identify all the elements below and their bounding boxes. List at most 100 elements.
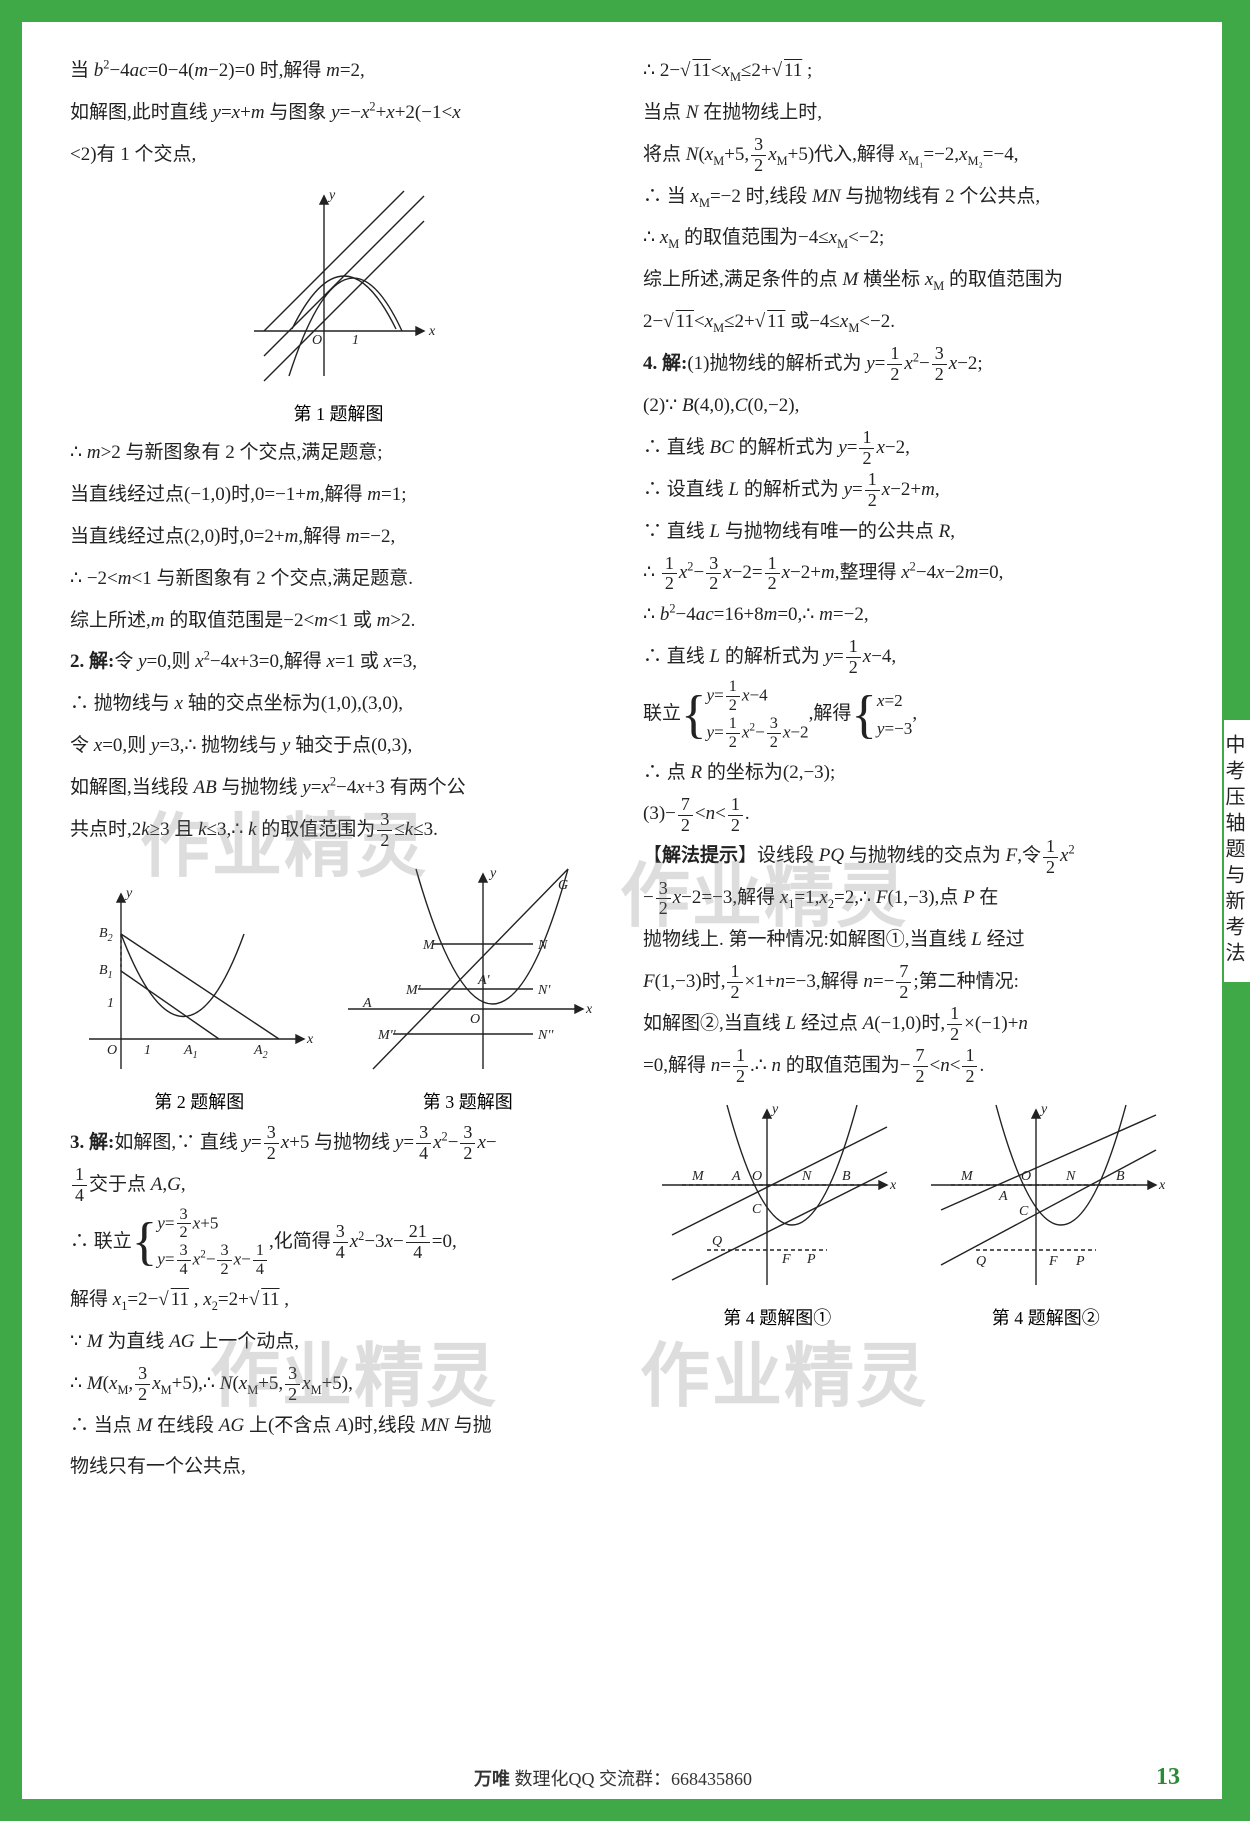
text-line: ∴ −2<m<1 与新图象有 2 个交点,满足题意. xyxy=(70,558,607,600)
text-line: ∴ 点 R 的坐标为(2,−3); xyxy=(643,752,1180,794)
text-line: 当 b2−4ac=0−4(m−2)=0 时,解得 m=2, xyxy=(70,50,607,92)
footer-text: 万唯 数理化QQ 交流群：668435860 xyxy=(70,1765,1156,1791)
text-line: ∴ xM 的取值范围为−4≤xM<−2; xyxy=(643,217,1180,259)
left-column: 当 b2−4ac=0−4(m−2)=0 时,解得 m=2, 如解图,此时直线 y… xyxy=(70,50,607,1488)
svg-text:A1: A1 xyxy=(183,1043,198,1061)
side-tab: 中考压轴题与新考法 xyxy=(1222,720,1250,982)
text-line: 当直线经过点(−1,0)时,0=−1+m,解得 m=1; xyxy=(70,474,607,516)
svg-text:y: y xyxy=(124,886,133,901)
text-line: 解得 x1=2−√11 , x2=2+√11 , xyxy=(70,1279,607,1321)
problem-4: 4. 解:(1)抛物线的解析式为 y=12x2−32x−2; xyxy=(643,343,1180,385)
text-line: −32x−2=−3,解得 x1=1,x2=2,∴ F(1,−3),点 P 在 xyxy=(643,877,1180,919)
svg-text:y: y xyxy=(1039,1102,1048,1117)
svg-text:P: P xyxy=(1075,1254,1085,1269)
text-line: 如解图②,当直线 L 经过点 A(−1,0)时,12×(−1)+n xyxy=(643,1003,1180,1045)
text-line: ∴ M(xM,32xM+5),∴ N(xM+5,32xM+5), xyxy=(70,1363,607,1405)
text-line: =0,解得 n=12.∴ n 的取值范围为−72<n<12. xyxy=(643,1045,1180,1087)
svg-text:x: x xyxy=(1158,1178,1166,1193)
svg-text:C: C xyxy=(752,1202,762,1217)
svg-text:B2: B2 xyxy=(99,926,113,944)
text-line: F(1,−3)时,12×1+n=−3,解得 n=−72;第二种情况: xyxy=(643,961,1180,1003)
svg-text:x: x xyxy=(428,324,436,339)
svg-text:y: y xyxy=(327,188,336,203)
footer: 万唯 数理化QQ 交流群：668435860 13 xyxy=(70,1764,1180,1791)
text-line: ∴ 2−√11<xM≤2+√11 ; xyxy=(643,50,1180,92)
svg-text:y: y xyxy=(488,866,497,881)
figure-4b-caption: 第 4 题解图② xyxy=(921,1304,1171,1330)
text-line: 物线只有一个公共点, xyxy=(70,1446,607,1488)
text-line: ∴ 联立{y=32x+5y=34x2−32x−14,化简得34x2−3x−214… xyxy=(70,1206,607,1280)
svg-text:O: O xyxy=(312,333,322,348)
text-line: 【解法提示】设线段 PQ 与抛物线的交点为 F,令12x2 xyxy=(643,835,1180,877)
svg-text:A: A xyxy=(731,1169,741,1184)
svg-text:x: x xyxy=(306,1032,314,1047)
text-line: 当直线经过点(2,0)时,0=2+m,解得 m=−2, xyxy=(70,516,607,558)
text-line: ∴ 抛物线与 x 轴的交点坐标为(1,0),(3,0), xyxy=(70,683,607,725)
text-line: 当点 N 在抛物线上时, xyxy=(643,92,1180,134)
svg-text:O: O xyxy=(470,1012,480,1027)
page-content: 当 b2−4ac=0−4(m−2)=0 时,解得 m=2, 如解图,此时直线 y… xyxy=(70,50,1180,1488)
svg-text:F: F xyxy=(1048,1254,1058,1269)
svg-text:G: G xyxy=(558,878,568,893)
text-line: 14交于点 A,G, xyxy=(70,1164,607,1206)
figure-4a-caption: 第 4 题解图① xyxy=(652,1304,902,1330)
figure-row-2-3: x y O B2 B1 1 1 A1 A2 第 2 题解图 xyxy=(70,859,607,1114)
svg-text:M': M' xyxy=(405,983,422,998)
text-line: ∵ 直线 L 与抛物线有唯一的公共点 R, xyxy=(643,511,1180,553)
text-line: ∴ 直线 L 的解析式为 y=12x−4, xyxy=(643,636,1180,678)
svg-text:Q: Q xyxy=(712,1234,722,1249)
text-line: 将点 N(xM+5,32xM+5)代入,解得 xM₁=−2,xM₂=−4, xyxy=(643,134,1180,176)
figure-1-caption: 第 1 题解图 xyxy=(70,400,607,426)
svg-text:M: M xyxy=(960,1169,974,1184)
text-line: ∵ M 为直线 AG 上一个动点, xyxy=(70,1321,607,1363)
text-line: 综上所述,满足条件的点 M 横坐标 xM 的取值范围为 xyxy=(643,259,1180,301)
text-line: 如解图,当线段 AB 与抛物线 y=x2−4x+3 有两个公 xyxy=(70,767,607,809)
text-line: 如解图,此时直线 y=x+m 与图象 y=−x2+x+2(−1<x xyxy=(70,92,607,134)
text-line: 2−√11<xM≤2+√11 或−4≤xM<−2. xyxy=(643,301,1180,343)
figure-3-caption: 第 3 题解图 xyxy=(338,1088,598,1114)
svg-text:Q: Q xyxy=(976,1254,986,1269)
svg-text:M: M xyxy=(422,938,436,953)
text-line: <2)有 1 个交点, xyxy=(70,134,607,176)
svg-text:A2: A2 xyxy=(253,1043,268,1061)
svg-text:P: P xyxy=(806,1252,816,1267)
svg-text:N: N xyxy=(537,938,548,953)
svg-text:A: A xyxy=(362,996,372,1011)
text-line: (3)−72<n<12. xyxy=(643,793,1180,835)
text-line: 综上所述,m 的取值范围是−2<m<1 或 m>2. xyxy=(70,600,607,642)
svg-text:B: B xyxy=(1116,1169,1125,1184)
svg-text:A': A' xyxy=(477,973,491,988)
svg-text:C: C xyxy=(1019,1204,1029,1219)
svg-text:N'': N'' xyxy=(537,1028,554,1043)
svg-text:1: 1 xyxy=(352,333,359,348)
text-line: ∴ 12x2−32x−2=12x−2+m,整理得 x2−4x−2m=0, xyxy=(643,552,1180,594)
text-line: ∴ b2−4ac=16+8m=0,∴ m=−2, xyxy=(643,594,1180,636)
text-line: ∴ 设直线 L 的解析式为 y=12x−2+m, xyxy=(643,469,1180,511)
svg-text:x: x xyxy=(889,1178,897,1193)
text-line: ∴ 当 xM=−2 时,线段 MN 与抛物线有 2 个公共点, xyxy=(643,176,1180,218)
text-line: 共点时,2k≥3 且 k≤3,∴ k 的取值范围为32≤k≤3. xyxy=(70,809,607,851)
svg-text:M'': M'' xyxy=(377,1028,397,1043)
figure-row-4: xy O MANB QCFP 第 4 题解图① xy O xyxy=(643,1095,1180,1330)
text-line: (2)∵ B(4,0),C(0,−2), xyxy=(643,385,1180,427)
figure-1: x y O 1 第 1 题解图 xyxy=(70,181,607,426)
text-line: ∴ 当点 M 在线段 AG 上(不含点 A)时,线段 MN 与抛 xyxy=(70,1405,607,1447)
svg-text:F: F xyxy=(781,1252,791,1267)
svg-text:B1: B1 xyxy=(99,963,113,981)
text-line: 令 x=0,则 y=3,∴ 抛物线与 y 轴交于点(0,3), xyxy=(70,725,607,767)
right-column: ∴ 2−√11<xM≤2+√11 ; 当点 N 在抛物线上时, 将点 N(xM+… xyxy=(643,50,1180,1488)
svg-text:y: y xyxy=(770,1102,779,1117)
svg-text:1: 1 xyxy=(107,996,114,1011)
svg-text:x: x xyxy=(585,1002,593,1017)
svg-text:N: N xyxy=(801,1169,812,1184)
svg-text:M: M xyxy=(691,1169,705,1184)
text-line: ∴ 直线 BC 的解析式为 y=12x−2, xyxy=(643,427,1180,469)
problem-2: 2. 解:令 y=0,则 x2−4x+3=0,解得 x=1 或 x=3, xyxy=(70,641,607,683)
text-line: 抛物线上. 第一种情况:如解图①,当直线 L 经过 xyxy=(643,919,1180,961)
svg-text:N: N xyxy=(1065,1169,1076,1184)
figure-2-caption: 第 2 题解图 xyxy=(79,1088,319,1114)
svg-text:A: A xyxy=(998,1189,1008,1204)
problem-3: 3. 解:如解图,∵ 直线 y=32x+5 与抛物线 y=34x2−32x− xyxy=(70,1122,607,1164)
svg-text:1: 1 xyxy=(144,1043,151,1058)
text-line: 联立{y=12x−4y=12x2−32x−2,解得{x=2y=−3, xyxy=(643,678,1180,752)
